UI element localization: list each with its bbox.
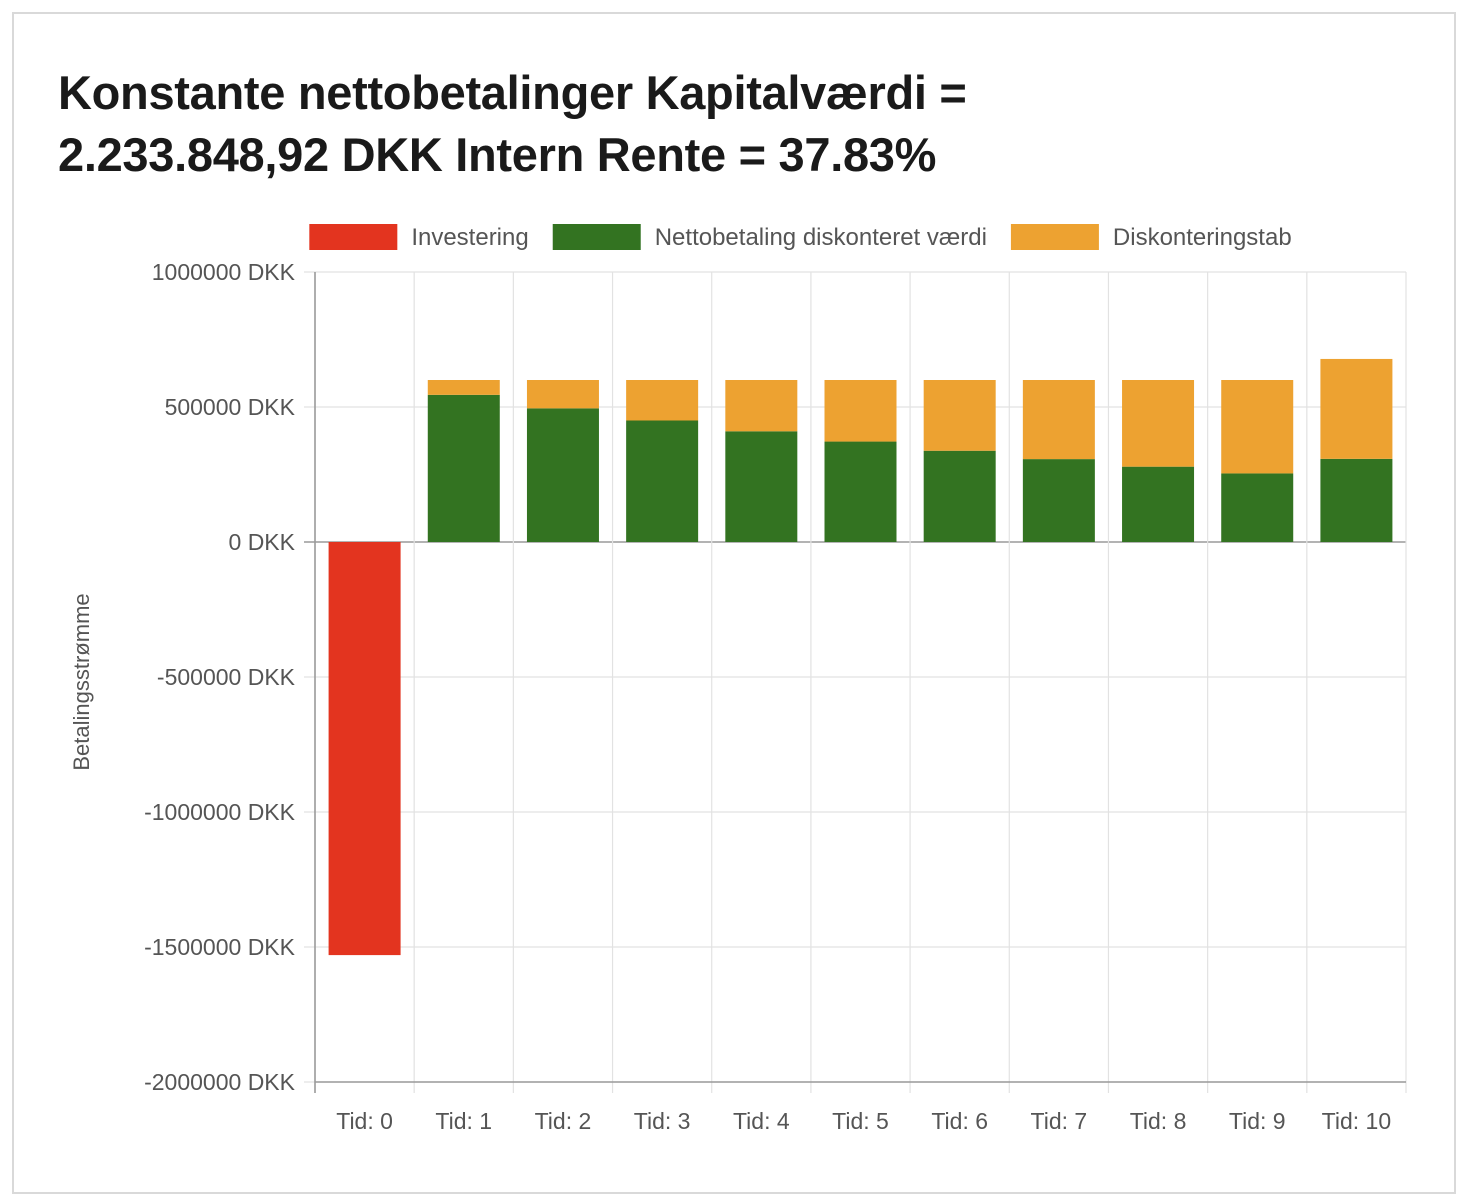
bar-nettobetaling-diskonteret-v-rdi-4[interactable] (725, 431, 798, 542)
bar-nettobetaling-diskonteret-v-rdi-10[interactable] (1320, 458, 1393, 542)
x-tick-label: Tid: 4 (733, 1108, 790, 1134)
legend-label-nettobetaling-diskonteret-v-rdi[interactable]: Nettobetaling diskonteret værdi (655, 224, 987, 251)
bar-nettobetaling-diskonteret-v-rdi-7[interactable] (1022, 459, 1095, 542)
legend-swatch-investering[interactable] (309, 224, 398, 250)
y-tick-label: -1500000 DKK (144, 934, 296, 960)
bar-diskonteringstab-7[interactable] (1022, 380, 1095, 460)
x-tick-label: Tid: 5 (832, 1108, 889, 1134)
y-tick-label: -2000000 DKK (144, 1069, 296, 1095)
bar-investering-0[interactable] (328, 542, 401, 956)
bar-diskonteringstab-6[interactable] (923, 380, 996, 451)
bar-nettobetaling-diskonteret-v-rdi-9[interactable] (1221, 473, 1294, 542)
bar-nettobetaling-diskonteret-v-rdi-2[interactable] (526, 408, 599, 542)
legend[interactable]: Investering Nettobetaling diskonteret vær… (309, 224, 1292, 251)
legend-label-diskonteringstab[interactable]: Diskonteringstab (1113, 224, 1292, 251)
bar-diskonteringstab-2[interactable] (526, 380, 599, 409)
x-tick-label: Tid: 7 (1031, 1108, 1088, 1134)
y-tick-label: 500000 DKK (165, 394, 296, 420)
bar-nettobetaling-diskonteret-v-rdi-8[interactable] (1122, 466, 1195, 542)
bar-nettobetaling-diskonteret-v-rdi-3[interactable] (626, 420, 699, 543)
bar-diskonteringstab-9[interactable] (1221, 380, 1294, 474)
chart-card (12, 12, 1456, 1194)
bar-diskonteringstab-5[interactable] (824, 380, 897, 442)
y-tick-label: -500000 DKK (157, 664, 296, 690)
bar-diskonteringstab-8[interactable] (1122, 380, 1195, 467)
y-tick-label: -1000000 DKK (144, 799, 296, 825)
bars (328, 358, 1393, 956)
bar-nettobetaling-diskonteret-v-rdi-5[interactable] (824, 441, 897, 542)
bar-diskonteringstab-3[interactable] (626, 380, 699, 421)
bar-diskonteringstab-1[interactable] (427, 380, 500, 395)
bar-nettobetaling-diskonteret-v-rdi-1[interactable] (427, 394, 500, 542)
legend-label-investering[interactable]: Investering (411, 224, 528, 251)
y-tick-label: 1000000 DKK (152, 259, 296, 285)
x-tick-label: Tid: 2 (535, 1108, 592, 1134)
x-tick-label: Tid: 1 (435, 1108, 492, 1134)
y-tick-label: 0 DKK (229, 529, 296, 555)
bar-diskonteringstab-10[interactable] (1320, 358, 1393, 459)
x-tick-label: Tid: 0 (336, 1108, 393, 1134)
legend-swatch-nettobetaling-diskonteret-v-rdi[interactable] (552, 224, 641, 250)
y-axis-title: Betalingsstrømme (69, 593, 94, 770)
legend-swatch-diskonteringstab[interactable] (1010, 224, 1099, 250)
x-tick-label: Tid: 10 (1322, 1108, 1391, 1134)
bar-diskonteringstab-4[interactable] (725, 380, 798, 432)
x-tick-label: Tid: 8 (1130, 1108, 1187, 1134)
x-tick-label: Tid: 3 (634, 1108, 691, 1134)
axis-labels: 1000000 DKK 500000 DKK 0 DKK -500000 DKK -10… (69, 259, 1391, 1134)
x-tick-label: Tid: 9 (1229, 1108, 1286, 1134)
chart-title: Konstante nettobetalinger Kapitalværdi =… (58, 66, 967, 181)
bar-nettobetaling-diskonteret-v-rdi-6[interactable] (923, 450, 996, 542)
x-tick-label: Tid: 6 (931, 1108, 988, 1134)
